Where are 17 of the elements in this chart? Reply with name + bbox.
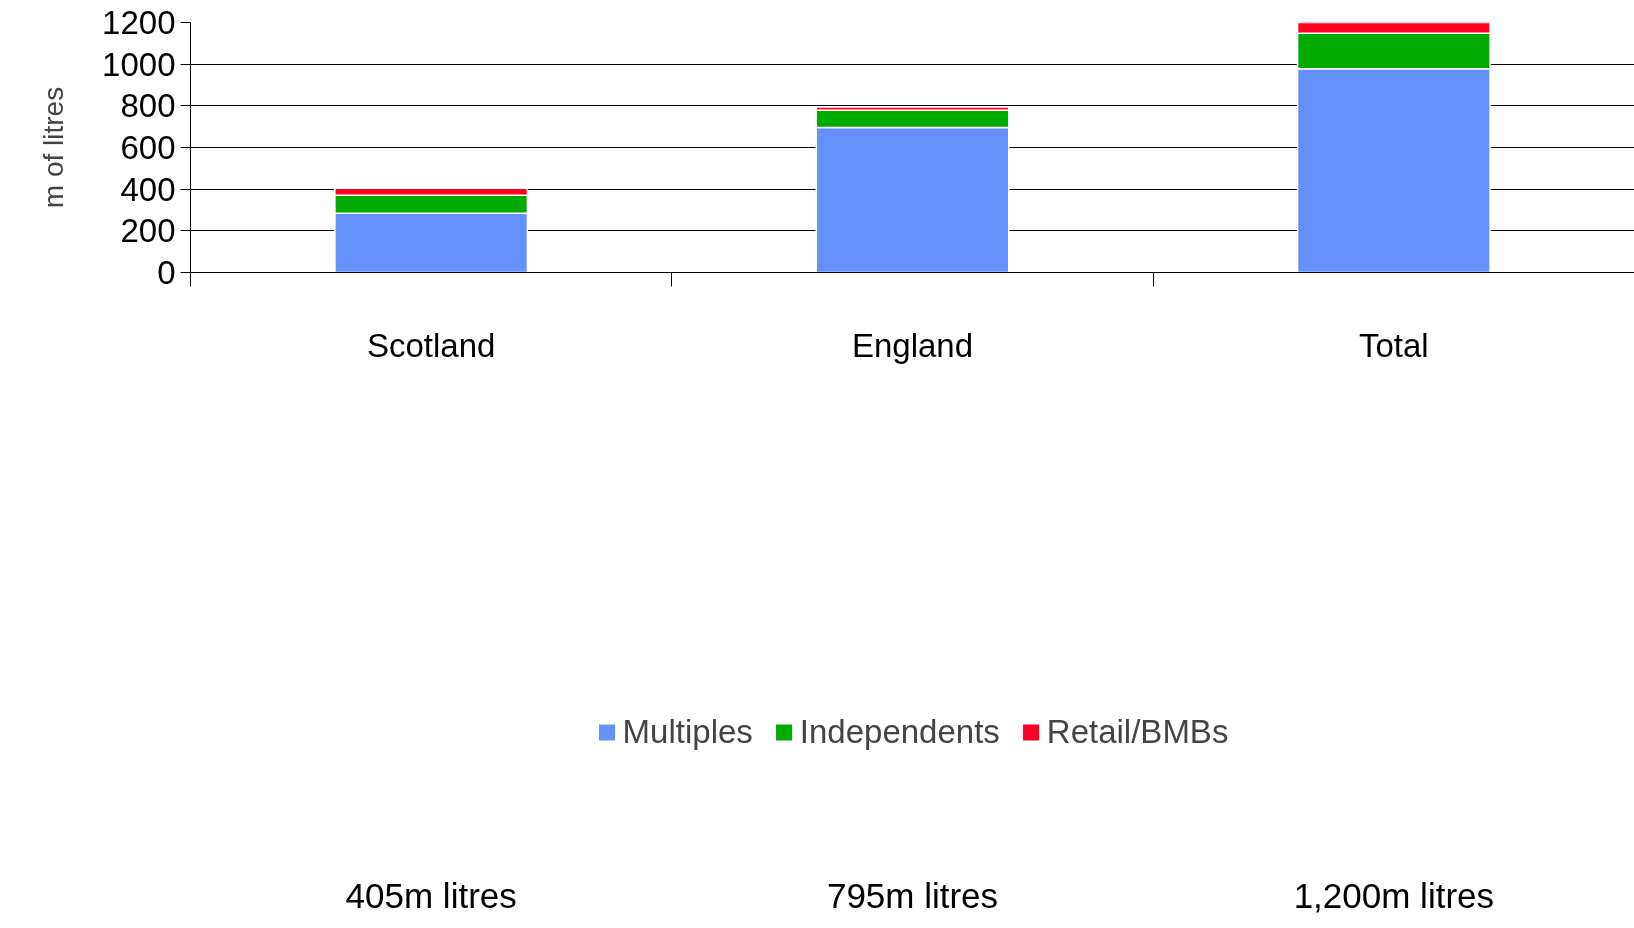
legend-label: Retail/BMBs [1046,712,1229,751]
y-tick-label: 1000 [102,45,176,83]
legend-label: Multiples [622,712,753,751]
x-tick-label: England [851,326,974,364]
y-tick-label: 200 [120,212,176,250]
text: 795m litres [826,876,999,915]
y-tick-label: 1200 [102,4,176,41]
y-tick-label: 600 [120,129,176,166]
x-tick-label: Total [1358,326,1429,364]
y-axis-title: m of litres [38,86,70,209]
y-tick-label: 800 [120,87,176,125]
legend-label: Independents [799,712,1000,751]
y-tick-label: 400 [120,170,176,208]
text: 405m litres [345,876,517,915]
x-tick-label: Scotland [366,326,496,364]
text: 1,200m litres [1293,876,1495,915]
y-tick-label: 0 [157,254,176,291]
